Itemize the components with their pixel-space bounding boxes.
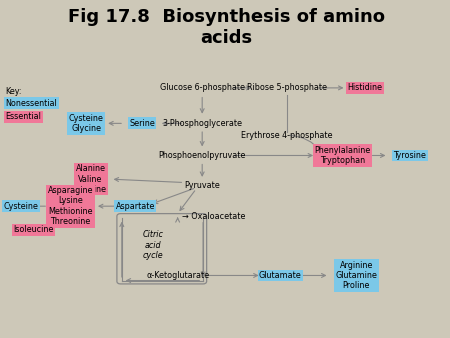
Text: Erythrose 4-phosphate: Erythrose 4-phosphate: [241, 131, 333, 140]
Text: Alanine
Valine
Leucine: Alanine Valine Leucine: [75, 164, 106, 194]
Text: Serine: Serine: [129, 119, 155, 128]
Text: Fig 17.8  Biosynthesis of amino
acids: Fig 17.8 Biosynthesis of amino acids: [68, 8, 385, 47]
Text: Key:: Key:: [6, 87, 22, 96]
Text: Cysteine
Glycine: Cysteine Glycine: [69, 114, 104, 133]
Text: Glutamate: Glutamate: [259, 271, 302, 280]
Text: Citric
acid
cycle: Citric acid cycle: [143, 230, 163, 260]
Text: Ribose 5-phosphate: Ribose 5-phosphate: [247, 83, 327, 92]
Text: Phenylalanine
Tryptophan: Phenylalanine Tryptophan: [315, 146, 371, 165]
Text: Isoleucine: Isoleucine: [14, 225, 54, 234]
Text: Essential: Essential: [6, 112, 41, 121]
Text: Histidine: Histidine: [348, 83, 382, 92]
Text: Asparagine
Lysine
Methionine
Threonine: Asparagine Lysine Methionine Threonine: [48, 186, 93, 226]
Text: Pyruvate: Pyruvate: [184, 182, 220, 190]
Text: Nonessential: Nonessential: [6, 99, 58, 107]
Text: Cysteine: Cysteine: [4, 202, 39, 211]
Text: α-Ketoglutarate: α-Ketoglutarate: [146, 271, 209, 280]
Text: → Oxaloacetate: → Oxaloacetate: [182, 212, 245, 221]
Text: Phosphoenolpyruvate: Phosphoenolpyruvate: [158, 151, 246, 160]
Text: 3-Phosphoglycerate: 3-Phosphoglycerate: [162, 119, 242, 128]
Text: Glucose 6-phosphate: Glucose 6-phosphate: [160, 83, 245, 92]
Text: Tyrosine: Tyrosine: [393, 151, 426, 160]
Text: Aspartate: Aspartate: [116, 202, 155, 211]
Text: Arginine
Glutamine
Proline: Arginine Glutamine Proline: [335, 261, 377, 290]
